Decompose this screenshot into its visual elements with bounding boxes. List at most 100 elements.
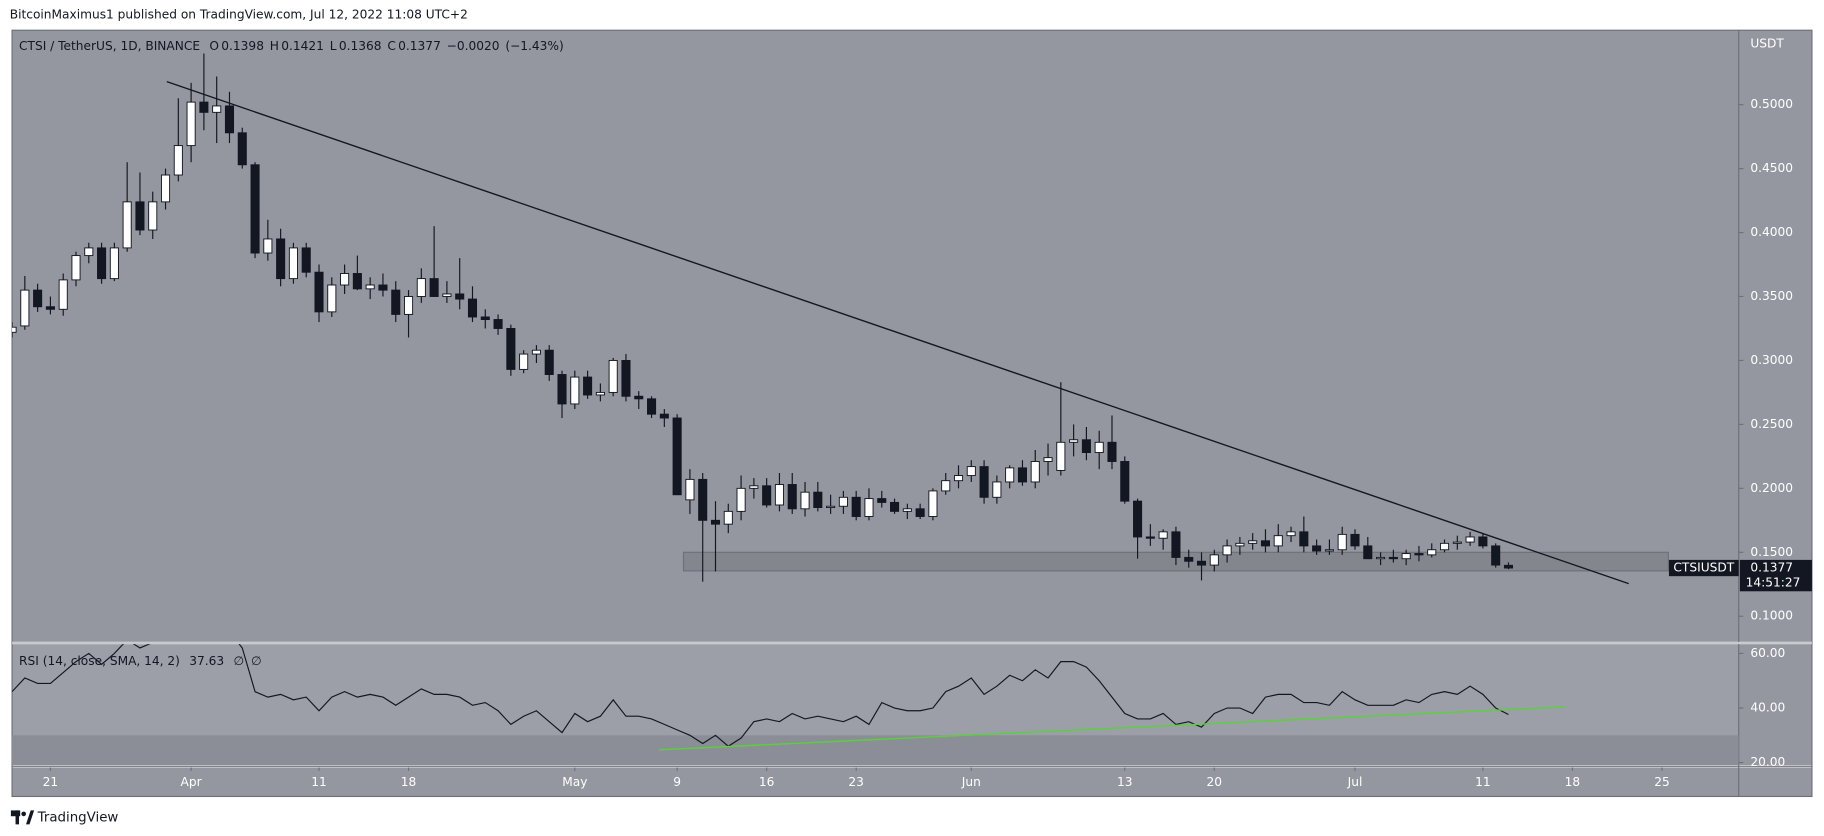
candle-body bbox=[84, 247, 94, 257]
candle-body bbox=[1478, 536, 1488, 547]
candle-body bbox=[672, 417, 682, 496]
rsi-trendline bbox=[659, 706, 1565, 751]
candle-body bbox=[237, 132, 247, 166]
candle-body bbox=[1324, 549, 1334, 552]
ohlc-value: 0.1377 bbox=[398, 39, 441, 53]
time-axis bbox=[12, 767, 1812, 797]
candle-body bbox=[1107, 441, 1117, 462]
candle-body bbox=[1145, 536, 1155, 539]
x-tick-label: 23 bbox=[848, 775, 864, 789]
candle-body bbox=[1452, 541, 1462, 544]
candle-body bbox=[583, 376, 593, 396]
rsi-axis bbox=[1738, 644, 1812, 766]
candle-body bbox=[20, 289, 30, 327]
candle-body bbox=[1133, 500, 1143, 538]
logo bbox=[21, 811, 27, 817]
candle-body bbox=[877, 498, 887, 503]
candle-body bbox=[378, 284, 388, 291]
candle-body bbox=[391, 289, 401, 315]
y-tick-label: 0.4000 bbox=[1750, 225, 1793, 239]
y-tick-label: 0.1000 bbox=[1750, 609, 1793, 623]
x-tick-label: Apr bbox=[181, 775, 203, 789]
logo bbox=[26, 810, 35, 825]
price-axis bbox=[1738, 30, 1812, 642]
x-tick-label: Jul bbox=[1347, 775, 1363, 789]
x-tick-label: 9 bbox=[673, 775, 681, 789]
candle-body bbox=[1209, 554, 1219, 566]
candle-body bbox=[1094, 441, 1104, 454]
candle-body bbox=[1299, 531, 1309, 547]
rsi-y-tick-label: 60.00 bbox=[1750, 646, 1785, 660]
candle-body bbox=[1337, 533, 1347, 551]
ohlc-value: 0.1368 bbox=[339, 39, 382, 53]
candle-body bbox=[826, 505, 836, 509]
candle-body bbox=[864, 498, 874, 517]
candle-body bbox=[199, 101, 209, 113]
candle-body bbox=[352, 273, 362, 290]
candle-body bbox=[800, 491, 810, 510]
candle-body bbox=[250, 164, 260, 254]
candle-body bbox=[838, 496, 848, 507]
candle-body bbox=[659, 413, 669, 419]
x-tick-label: 18 bbox=[401, 775, 417, 789]
candle-body bbox=[1439, 542, 1450, 551]
y-tick-label: 0.2500 bbox=[1750, 417, 1793, 431]
candle-body bbox=[160, 174, 171, 203]
publisher-line: BitcoinMaximus1 published on TradingView… bbox=[10, 8, 468, 22]
candle-body bbox=[953, 475, 964, 482]
candle-body bbox=[314, 271, 324, 313]
candle-body bbox=[570, 376, 580, 405]
candle-body bbox=[595, 391, 605, 396]
candle-body bbox=[1286, 531, 1296, 537]
candle-body bbox=[506, 328, 516, 370]
x-tick-label: 16 bbox=[759, 775, 775, 789]
y-tick-label: 0.5000 bbox=[1750, 97, 1793, 111]
candle-body bbox=[109, 247, 119, 280]
candle-body bbox=[327, 284, 337, 313]
candle-body bbox=[621, 359, 631, 397]
candle-body bbox=[224, 105, 235, 134]
rsi-plot bbox=[12, 644, 1739, 766]
candle-body bbox=[1069, 439, 1079, 443]
candle-body bbox=[1491, 545, 1501, 566]
candle-body bbox=[1017, 467, 1027, 483]
candle-body bbox=[1030, 461, 1040, 483]
candle-body bbox=[1235, 542, 1245, 547]
currency-label: USDT bbox=[1750, 37, 1784, 51]
candle-body bbox=[647, 398, 657, 415]
candle-body bbox=[608, 359, 618, 393]
ohlc-letter: O bbox=[209, 39, 219, 53]
candle-body bbox=[33, 289, 43, 308]
candle-body bbox=[544, 349, 554, 375]
candle-body bbox=[1056, 441, 1066, 471]
symbol-badge bbox=[1668, 559, 1739, 577]
candle-body bbox=[519, 353, 529, 370]
candle-body bbox=[1388, 556, 1398, 560]
candle-body bbox=[97, 247, 107, 280]
rsi-y-tick-label: 20.00 bbox=[1750, 755, 1785, 769]
candle-body bbox=[71, 255, 81, 281]
candle-body bbox=[762, 485, 772, 506]
candle-body bbox=[480, 316, 490, 320]
y-tick-label: 0.3000 bbox=[1750, 353, 1793, 367]
y-tick-label: 0.2000 bbox=[1750, 481, 1793, 495]
candle-body bbox=[813, 491, 823, 509]
price-badge-label: 0.1377 bbox=[1750, 561, 1793, 575]
x-tick-label: 11 bbox=[1475, 775, 1491, 789]
x-tick-label: 11 bbox=[311, 775, 327, 789]
x-tick-label: 20 bbox=[1207, 775, 1223, 789]
change: −0.0020 bbox=[447, 39, 500, 53]
ohlc-letter: L bbox=[330, 39, 337, 53]
symbol-line: CTSI / TetherUS, 1D, BINANCE bbox=[19, 39, 200, 53]
x-tick-label: May bbox=[562, 775, 587, 789]
candle-body bbox=[1171, 531, 1181, 558]
footer-brand: TradingView bbox=[37, 810, 119, 825]
candle-body bbox=[787, 484, 797, 510]
candle-body bbox=[851, 496, 861, 517]
candle-body bbox=[340, 273, 350, 286]
candle-body bbox=[928, 490, 938, 517]
candle-body bbox=[698, 478, 708, 521]
ohlc-value: 0.1398 bbox=[221, 39, 264, 53]
candle-body bbox=[1273, 535, 1283, 547]
candle-body bbox=[442, 293, 452, 297]
